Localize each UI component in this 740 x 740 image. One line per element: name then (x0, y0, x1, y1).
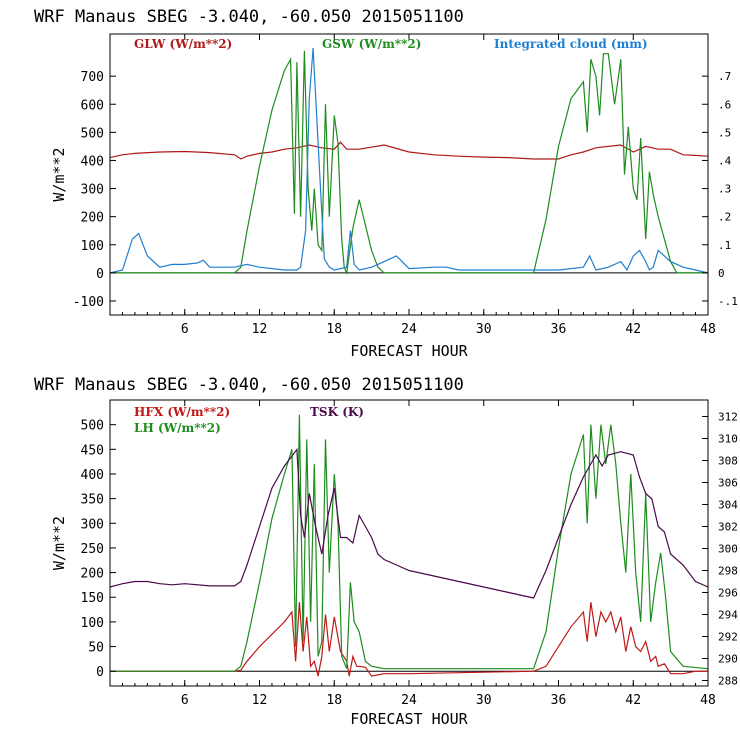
top-legend-entry-1: GSW (W/m**2) (322, 37, 421, 51)
bottom-x-axis-label: FORECAST HOUR (350, 710, 468, 728)
bottom-x-tick-label: 12 (252, 693, 268, 708)
bottom-y-tick-label: 100 (81, 616, 104, 631)
bottom-y2-tick-label: 310 (718, 433, 738, 446)
bottom-x-tick-label: 6 (181, 693, 189, 708)
bottom-y2-tick-label: 288 (718, 675, 738, 688)
bottom-y-axis-label: W/m**2 (50, 516, 68, 570)
top-chart-title: WRF Manaus SBEG -3.040, -60.050 20150511… (34, 7, 464, 27)
top-y-tick-label: 200 (81, 211, 104, 226)
bottom-x-tick-label: 48 (700, 693, 716, 708)
bottom-y2-tick-label: 296 (718, 587, 738, 600)
bottom-y-tick-label: 300 (81, 517, 104, 532)
bottom-legend-entry-1: LH (W/m**2) (134, 421, 221, 435)
bottom-y2-tick-label: 308 (718, 455, 738, 468)
top-y-tick-label: 100 (81, 239, 104, 254)
bottom-y-tick-label: 500 (81, 419, 104, 434)
top-y2-tick-label: .3 (718, 183, 731, 196)
bottom-legend-entry-0: HFX (W/m**2) (134, 405, 230, 419)
bottom-y2-tick-label: 294 (718, 609, 738, 622)
bottom-y-tick-label: 200 (81, 567, 104, 582)
bottom-series-line-2 (110, 447, 708, 599)
bottom-chart-title: WRF Manaus SBEG -3.040, -60.050 20150511… (34, 375, 464, 395)
top-y2-tick-label: -.1 (718, 295, 738, 308)
bottom-y2-tick-label: 302 (718, 521, 738, 534)
bottom-x-tick-label: 36 (551, 693, 567, 708)
bottom-y-tick-label: 0 (96, 665, 104, 680)
bottom-x-tick-label: 30 (476, 693, 492, 708)
top-series-line-1 (110, 50, 708, 276)
top-y-tick-label: 0 (96, 267, 104, 282)
bottom-plot-frame (109, 399, 709, 687)
bottom-panel: WRF Manaus SBEG -3.040, -60.050 20150511… (34, 375, 738, 728)
bottom-y-tick-label: 400 (81, 468, 104, 483)
bottom-y-tick-label: 250 (81, 542, 104, 557)
top-y2-tick-label: .4 (718, 154, 732, 167)
top-y2-tick-label: 0 (718, 267, 725, 280)
bottom-series-line-1 (110, 414, 708, 672)
bottom-y-tick-label: 150 (81, 591, 104, 606)
top-x-tick-label: 12 (252, 322, 268, 337)
top-y2-tick-label: .5 (718, 126, 731, 139)
bottom-y2-tick-label: 312 (718, 411, 738, 424)
bottom-y2-tick-label: 290 (718, 653, 738, 666)
bottom-series-line-0 (110, 602, 708, 677)
top-y2-tick-label: .6 (718, 98, 731, 111)
top-x-tick-label: 30 (476, 322, 492, 337)
bottom-y-tick-label: 350 (81, 493, 104, 508)
bottom-y-tick-label: 450 (81, 443, 104, 458)
top-x-tick-label: 6 (181, 322, 189, 337)
top-panel: WRF Manaus SBEG -3.040, -60.050 20150511… (34, 7, 738, 360)
top-y-tick-label: 400 (81, 154, 104, 169)
bottom-y2-tick-label: 300 (718, 543, 738, 556)
top-series-line-0 (110, 141, 708, 160)
top-x-tick-label: 36 (551, 322, 567, 337)
bottom-x-tick-label: 42 (625, 693, 641, 708)
top-y2-tick-label: .7 (718, 70, 731, 83)
top-y2-tick-label: .2 (718, 211, 731, 224)
bottom-x-tick-label: 24 (401, 693, 417, 708)
top-x-axis-label: FORECAST HOUR (350, 342, 468, 360)
top-y-tick-label: -100 (73, 295, 104, 310)
bottom-legend-entry-2: TSK (K) (310, 405, 364, 419)
top-x-tick-label: 48 (700, 322, 716, 337)
bottom-x-tick-label: 18 (326, 693, 342, 708)
top-y-tick-label: 600 (81, 98, 104, 113)
bottom-y2-tick-label: 304 (718, 499, 738, 512)
top-y2-tick-label: .1 (718, 239, 731, 252)
top-y-tick-label: 500 (81, 126, 104, 141)
bottom-y2-tick-label: 306 (718, 477, 738, 490)
bottom-y2-tick-label: 292 (718, 631, 738, 644)
top-x-tick-label: 24 (401, 322, 417, 337)
top-x-tick-label: 18 (326, 322, 342, 337)
top-y-tick-label: 300 (81, 183, 104, 198)
bottom-y2-tick-label: 298 (718, 565, 738, 578)
top-series-line-2 (110, 47, 708, 274)
bottom-y-tick-label: 50 (88, 641, 104, 656)
top-legend-entry-2: Integrated cloud (mm) (494, 37, 648, 51)
top-y-tick-label: 700 (81, 70, 104, 85)
top-legend-entry-0: GLW (W/m**2) (134, 37, 232, 51)
top-x-tick-label: 42 (625, 322, 641, 337)
top-y-axis-label: W/m**2 (50, 147, 68, 201)
